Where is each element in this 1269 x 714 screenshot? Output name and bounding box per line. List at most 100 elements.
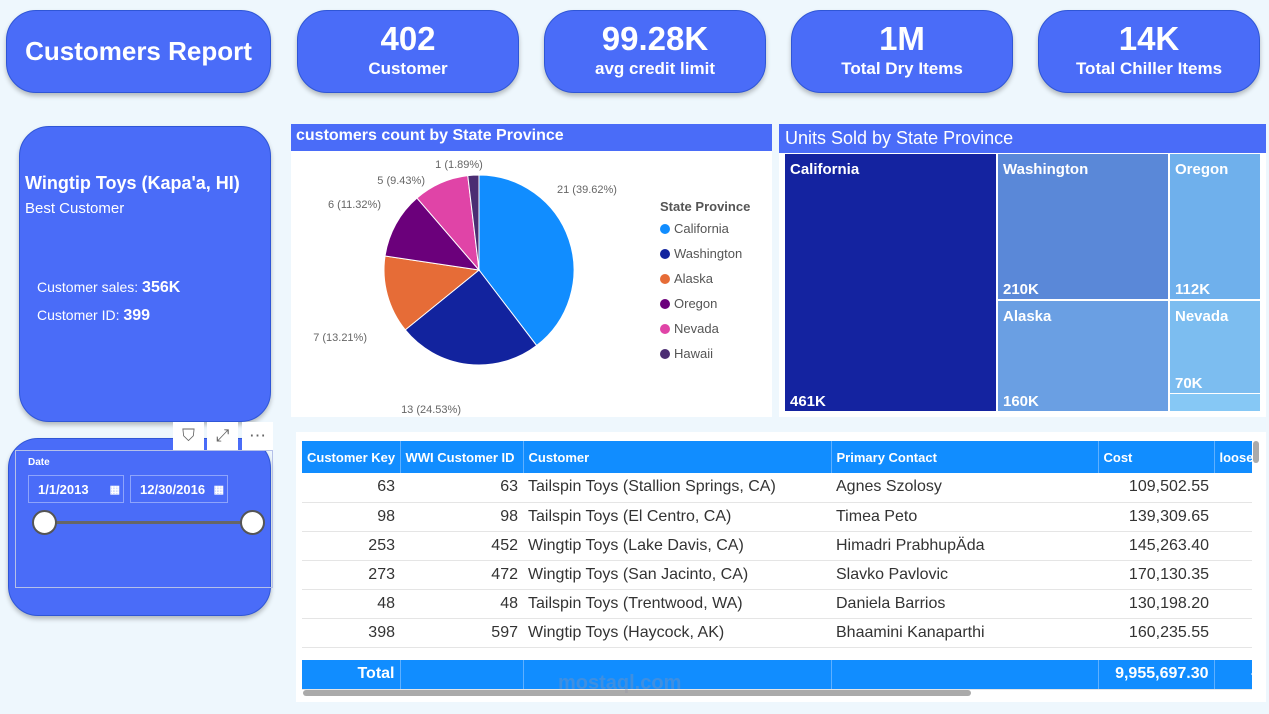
pie-slice-oregon[interactable] — [384, 197, 481, 271]
end-date-input[interactable]: 12/30/2016 ▦ — [130, 475, 228, 503]
pie-title: customers count by State Province — [291, 124, 772, 151]
table-cell: 139,309.65 — [1098, 502, 1214, 532]
legend-item[interactable]: California — [660, 216, 750, 241]
table-cell: 48 — [302, 589, 400, 619]
table-row[interactable]: 253 452 Wingtip Toys (Lake Davis, CA) Himad… — [302, 531, 1252, 561]
table-row[interactable]: 273 472 Wingtip Toys (San Jacinto, CA) Slav… — [302, 560, 1252, 590]
kpi-label: avg credit limit — [595, 59, 715, 78]
legend-dot-icon — [660, 348, 670, 359]
legend-label: California — [674, 221, 729, 236]
kpi-label: Total Dry Items — [841, 59, 963, 78]
table-cell: Wingtip Toys (San Jacinto, CA) — [523, 560, 831, 590]
kpi-card: 14K Total Chiller Items — [1038, 10, 1260, 93]
legend-item[interactable]: Nevada — [660, 316, 750, 341]
vertical-scrollbar[interactable] — [1253, 441, 1259, 463]
kpi-value: 99.28K — [601, 20, 709, 57]
legend-item[interactable]: Washington — [660, 241, 750, 266]
table-cell: Timea Peto — [831, 502, 1098, 532]
pie-slice-hawaii[interactable] — [467, 174, 480, 271]
table-cell: 253 — [302, 531, 400, 561]
table-cell: Bhaamini Kanaparthi — [831, 618, 1098, 648]
kpi-value: 14K — [1118, 20, 1180, 57]
table-cell: Tailspin Toys (Stallion Springs, CA) — [523, 473, 831, 503]
start-date: 1/1/2013 — [38, 481, 89, 497]
table-cell: 145,263.40 — [1098, 531, 1214, 561]
table-cell: 63 — [400, 473, 523, 503]
table-row[interactable]: 98 98 Tailspin Toys (El Centro, CA) Timea P… — [302, 502, 1252, 532]
column-header[interactable]: WWI Customer ID — [400, 441, 524, 473]
id-label: Customer ID: — [37, 307, 124, 323]
treemap-category: Nevada — [1175, 308, 1229, 325]
treemap-cell-alaska[interactable]: Alaska 160K — [998, 301, 1168, 411]
pie-data-label: 21 (39.62%) — [557, 184, 617, 196]
column-header[interactable]: Primary Contact — [831, 441, 1099, 473]
legend-label: Nevada — [674, 321, 719, 336]
treemap-category: Washington — [1003, 161, 1089, 178]
treemap-cell-oregon[interactable]: Oregon 112K — [1170, 154, 1260, 299]
treemap-cell-nevada[interactable]: Nevada 70K — [1170, 301, 1260, 393]
total-cell: Total — [302, 660, 401, 690]
calendar-icon[interactable]: ▦ — [109, 483, 120, 496]
table-cell: - — [1214, 560, 1252, 590]
table-cell: Himadri PrabhupÄda — [831, 531, 1098, 561]
column-header[interactable]: Customer Key — [302, 441, 401, 473]
calendar-icon[interactable]: ▦ — [213, 483, 224, 496]
legend-dot-icon — [660, 248, 670, 259]
horizontal-scrollbar[interactable] — [303, 690, 971, 696]
start-date-input[interactable]: 1/1/2013 ▦ — [28, 475, 124, 503]
more-options-icon[interactable]: ⋯ — [242, 422, 273, 450]
pie-panel: customers count by State Province 21 (39… — [291, 124, 772, 417]
treemap-cell-california[interactable]: California 461K — [785, 154, 996, 411]
legend-dot-icon — [660, 323, 670, 334]
legend-dot-icon — [660, 223, 670, 234]
treemap-value: 210K — [1003, 281, 1039, 298]
pie-chart: 21 (39.62%) 13 (24.53%) 7 (13.21%) 6 (11.32… — [313, 159, 617, 416]
legend-label: Washington — [674, 246, 743, 261]
slider-start-handle[interactable] — [32, 510, 57, 535]
table-cell: 398 — [302, 618, 400, 648]
end-date: 12/30/2016 — [140, 481, 206, 497]
slider-track[interactable] — [45, 521, 255, 524]
kpi-card: 99.28K avg credit limit — [544, 10, 766, 93]
table-cell: 273 — [302, 560, 400, 590]
table-cell: - — [1214, 531, 1252, 561]
focus-mode-icon[interactable]: ⤢ — [207, 422, 238, 450]
kpi-value: 402 — [380, 20, 436, 57]
kpi-card: 402 Customer — [297, 10, 519, 93]
pie-data-label: 7 (13.21%) — [313, 332, 367, 344]
pie-slice-washington[interactable] — [404, 269, 538, 366]
pie-data-label: 6 (11.32%) — [328, 199, 381, 211]
treemap-cell-washington[interactable]: Washington 210K — [998, 154, 1168, 299]
treemap-category: Oregon — [1175, 161, 1229, 178]
legend-item[interactable]: Alaska — [660, 266, 750, 291]
treemap-cell-hawaii[interactable] — [1170, 394, 1260, 411]
kpi-card: 1M Total Dry Items — [791, 10, 1013, 93]
table-cell: 48 — [400, 589, 523, 619]
pie-slice-alaska[interactable] — [383, 255, 481, 331]
table-row[interactable]: 398 597 Wingtip Toys (Haycock, AK) Bhaamini… — [302, 618, 1252, 648]
slider-end-handle[interactable] — [240, 510, 265, 535]
pie-slice-california[interactable] — [478, 174, 575, 347]
legend-label: Alaska — [674, 271, 714, 286]
treemap-category: California — [790, 161, 860, 178]
best-customer-subtitle: Best Customer — [25, 200, 125, 217]
table-cell: 170,130.35 — [1098, 560, 1214, 590]
legend-item[interactable]: Hawaii — [660, 341, 750, 366]
legend-item[interactable]: Oregon — [660, 291, 750, 316]
total-cell: -40, — [1214, 660, 1252, 690]
legend-label: Oregon — [674, 296, 718, 311]
column-header[interactable]: Customer — [523, 441, 832, 473]
legend-dot-icon — [660, 273, 670, 284]
table-cell: 98 — [400, 502, 523, 532]
column-header[interactable]: loose — [1214, 441, 1252, 473]
table-row[interactable]: 63 63 Tailspin Toys (Stallion Springs, CA)… — [302, 473, 1252, 503]
pie-data-label: 5 (9.43%) — [377, 175, 425, 187]
customer-table: Customer Key WWI Customer ID Customer Prima… — [302, 441, 1252, 690]
table-row[interactable]: 48 48 Tailspin Toys (Trentwood, WA) Daniela… — [302, 589, 1252, 619]
table-cell: 109,502.55 — [1098, 473, 1214, 503]
filter-icon[interactable]: ⛉ — [173, 422, 204, 450]
id-value: 399 — [123, 307, 151, 324]
report-title: Customers Report — [6, 10, 271, 93]
column-header[interactable]: Cost — [1098, 441, 1215, 473]
table-cell: 472 — [400, 560, 523, 590]
